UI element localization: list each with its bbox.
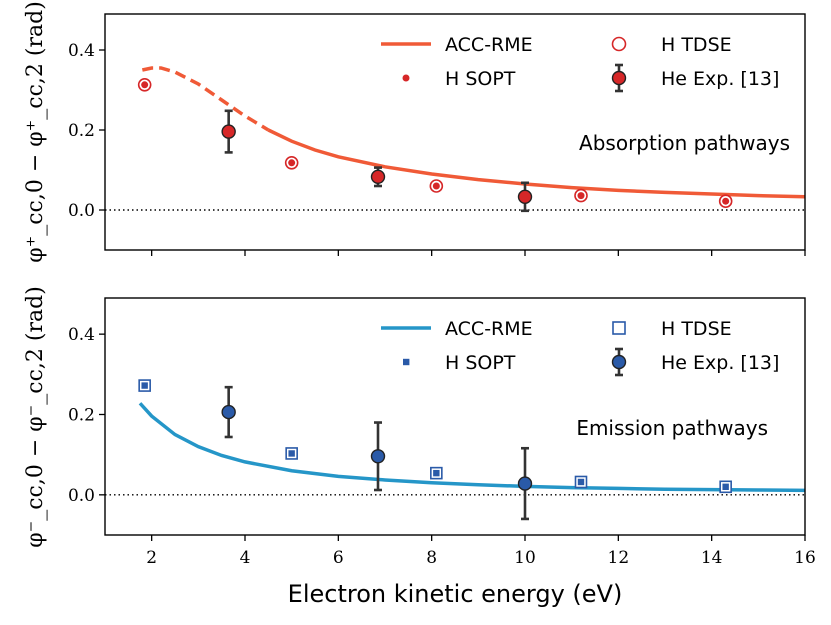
sopt-point bbox=[288, 450, 295, 457]
panel-annotation: Absorption pathways bbox=[579, 131, 790, 155]
exp-point bbox=[221, 404, 236, 420]
acc-rme-dashed-line bbox=[141, 66, 270, 132]
legend-tdse-marker bbox=[612, 321, 626, 335]
sopt-point bbox=[433, 469, 440, 477]
exp-point bbox=[370, 449, 386, 464]
x-tick-label: 10 bbox=[514, 548, 536, 568]
legend-label-exp: He Exp. [13] bbox=[661, 68, 779, 90]
exp-point bbox=[370, 169, 386, 185]
legend-tdse-marker bbox=[611, 36, 627, 52]
legend-exp-marker bbox=[611, 70, 627, 86]
legend-label-sopt: H SOPT bbox=[445, 352, 516, 374]
emission-panel: 0.0 0.2 0.4 2 4 6 8 10 12 14 16 φ⁻_cc,0 − φ⁻_cc,2 (… bbox=[23, 286, 816, 568]
axes-frame bbox=[104, 297, 806, 536]
legend-label-acc-rme: ACC-RME bbox=[445, 318, 533, 340]
plot-area bbox=[137, 66, 805, 213]
acc-rme-line bbox=[138, 402, 805, 493]
sopt-point bbox=[722, 483, 729, 490]
y-tick-label: 0.2 bbox=[68, 121, 95, 141]
y-tick-label: 0.0 bbox=[68, 201, 95, 221]
x-tick-label: 14 bbox=[701, 548, 723, 568]
y-tick-label: 0.4 bbox=[68, 325, 95, 345]
legend-label-tdse: H TDSE bbox=[661, 318, 732, 340]
y-axis-label: φ⁻_cc,0 − φ⁻_cc,2 (rad) bbox=[23, 286, 48, 548]
sopt-point bbox=[577, 192, 585, 200]
absorption-panel: 0.0 0.2 0.4 φ⁺_cc,0 − φ⁺_cc,2 (rad) Absorpti… bbox=[23, 1, 806, 263]
legend-label-acc-rme: ACC-RME bbox=[445, 34, 533, 56]
legend: ACC-RME H SOPT H TDSE He Exp. [13] bbox=[381, 318, 779, 377]
legend-sopt-marker bbox=[403, 358, 410, 366]
legend-sopt-marker bbox=[402, 74, 410, 82]
y-tick-label: 0.2 bbox=[68, 405, 95, 425]
sopt-point bbox=[577, 478, 585, 486]
exp-point bbox=[221, 124, 236, 139]
legend-exp-marker bbox=[611, 354, 627, 370]
sopt-point bbox=[141, 81, 149, 89]
axes-frame bbox=[104, 13, 806, 251]
y-tick-label: 0.4 bbox=[68, 41, 95, 61]
x-tick-label: 2 bbox=[146, 548, 157, 568]
y-axis-label: φ⁺_cc,0 − φ⁺_cc,2 (rad) bbox=[23, 1, 48, 263]
x-tick-label: 12 bbox=[608, 548, 630, 568]
exp-point bbox=[517, 476, 533, 491]
x-tick-label: 16 bbox=[794, 548, 816, 568]
sopt-point bbox=[432, 182, 440, 190]
x-tick-label: 6 bbox=[333, 548, 344, 568]
sopt-point bbox=[141, 382, 148, 389]
legend-label-exp: He Exp. [13] bbox=[661, 352, 779, 374]
x-tick-label: 8 bbox=[426, 548, 437, 568]
x-tick-label: 4 bbox=[240, 548, 251, 568]
acc-rme-line bbox=[267, 128, 805, 199]
y-tick-label: 0.0 bbox=[68, 486, 95, 506]
legend: ACC-RME H SOPT H TDSE He Exp. [13] bbox=[381, 34, 779, 93]
panel-annotation: Emission pathways bbox=[576, 416, 768, 440]
plot-area bbox=[138, 379, 805, 521]
legend-label-sopt: H SOPT bbox=[445, 68, 516, 90]
x-axis-label: Electron kinetic energy (eV) bbox=[288, 580, 623, 608]
exp-point bbox=[517, 189, 533, 205]
legend-label-tdse: H TDSE bbox=[661, 34, 732, 56]
sopt-point bbox=[288, 159, 296, 167]
sopt-point bbox=[722, 197, 730, 205]
